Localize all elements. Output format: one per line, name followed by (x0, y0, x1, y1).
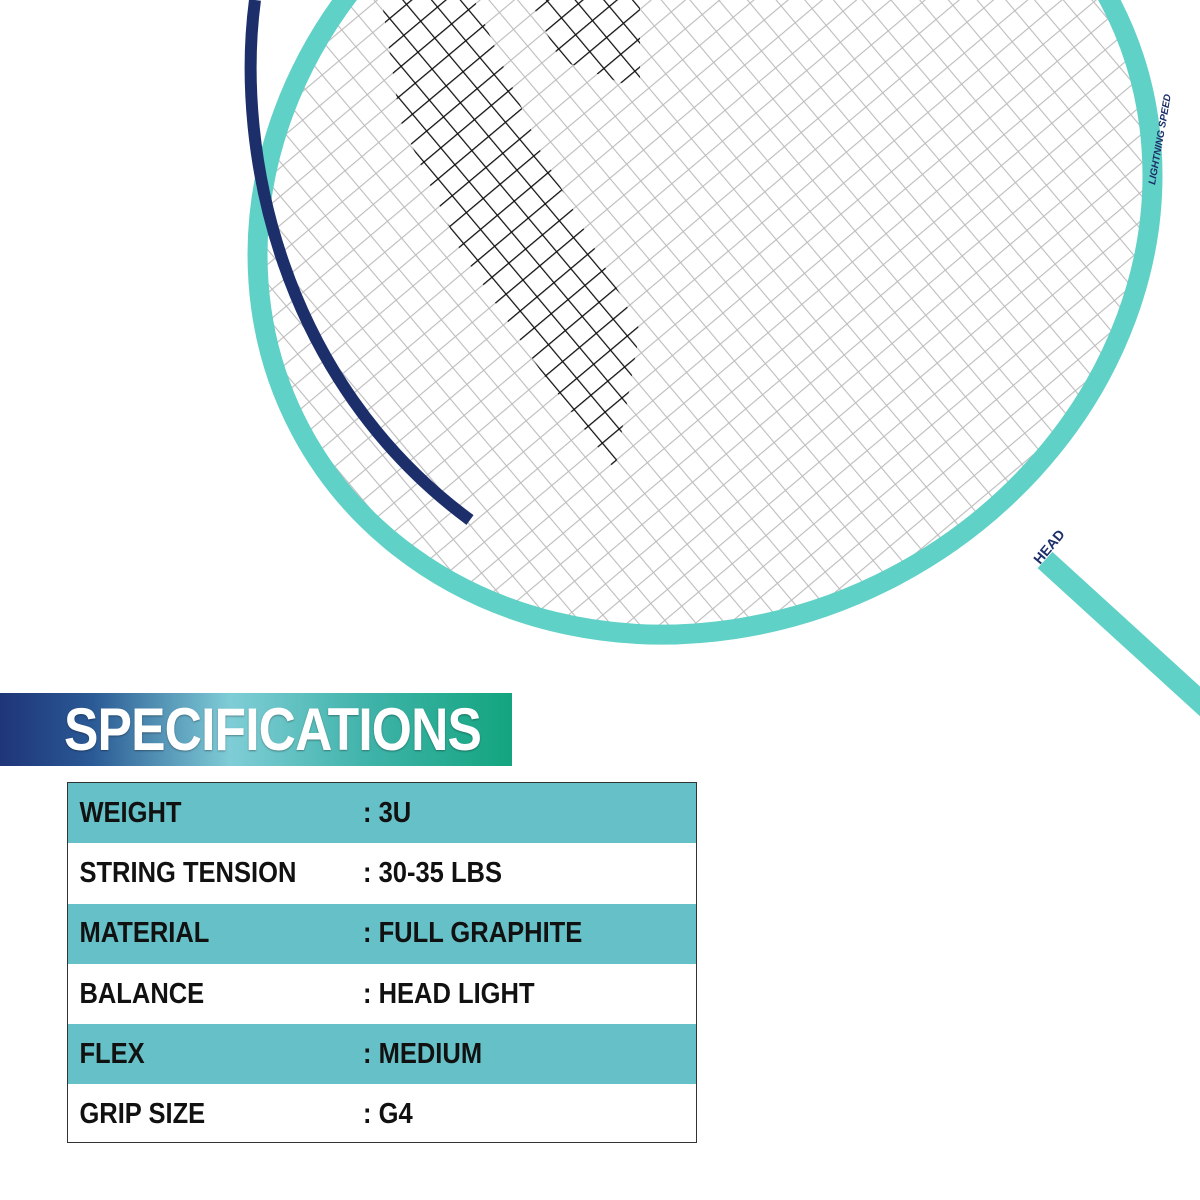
table-row: BALANCE : HEAD LIGHT (68, 964, 696, 1024)
spec-label: STRING TENSION (79, 856, 297, 889)
spec-label: GRIP SIZE (79, 1098, 206, 1131)
table-row: FLEX : MEDIUM (68, 1024, 696, 1085)
table-row: MATERIAL : FULL GRAPHITE (68, 903, 696, 964)
spec-label: BALANCE (79, 977, 205, 1010)
table-row: GRIP SIZE : G4 (68, 1084, 696, 1144)
specifications-banner: SPECIFICATIONS (0, 693, 512, 766)
spec-value: : FULL GRAPHITE (363, 917, 583, 950)
string-bed (119, 0, 1200, 700)
racquet-frame (247, 0, 1163, 645)
spec-label: MATERIAL (79, 917, 210, 950)
table-row: STRING TENSION : 30-35 LBS (68, 843, 696, 903)
spec-label: FLEX (79, 1037, 145, 1070)
spec-label: WEIGHT (79, 796, 182, 829)
spec-value: : 30-35 LBS (363, 856, 502, 889)
frame-accent (244, 0, 474, 525)
specifications-table: WEIGHT : 3U STRING TENSION : 30-35 LBS MAT… (67, 782, 697, 1143)
table-row: WEIGHT : 3U (68, 783, 696, 844)
spec-value: : G4 (363, 1098, 413, 1131)
spec-value: : HEAD LIGHT (363, 977, 535, 1010)
stencil-logo (380, 0, 640, 470)
spec-value: : 3U (363, 796, 412, 829)
specifications-title: SPECIFICATIONS (64, 696, 482, 763)
spec-value: : MEDIUM (363, 1037, 483, 1070)
badminton-racquet-image: LIGHTNING SPEED HEAD (119, 0, 1200, 717)
racquet-shaft (1037, 551, 1200, 717)
